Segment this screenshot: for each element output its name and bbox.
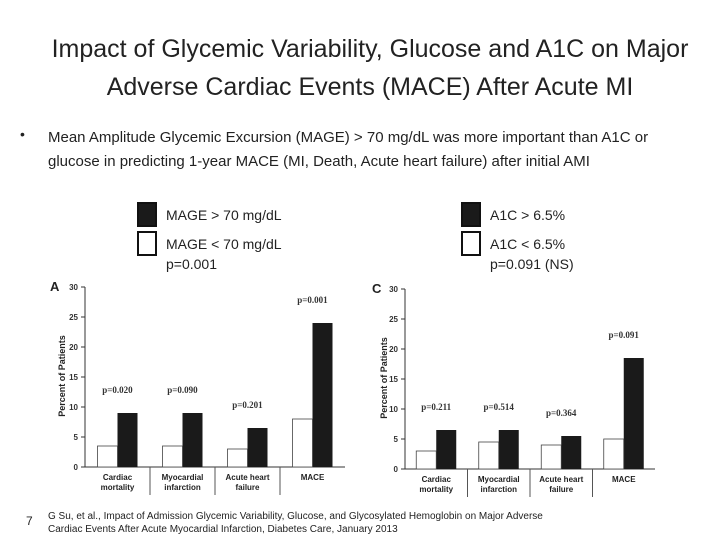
legend-label: MAGE > 70 mg/dL (166, 207, 282, 223)
bullet-marker: • (20, 126, 25, 142)
p-value-label: p=0.201 (232, 400, 263, 410)
p-value-label: p=0.514 (484, 402, 515, 412)
citation: G Su, et al., Impact of Admission Glycem… (48, 511, 543, 535)
legend-swatch (137, 231, 157, 256)
p-value-label: p=0.091 (609, 330, 640, 340)
bar (292, 418, 313, 468)
bar (227, 448, 248, 468)
p-value-label: p=0.001 (297, 295, 328, 305)
legend-label: A1C < 6.5% (490, 236, 566, 252)
y-tick-label: 0 (394, 465, 399, 474)
y-tick-label: 10 (69, 403, 78, 412)
legend-swatch (461, 202, 481, 227)
x-tick-label: MACE (300, 473, 325, 482)
bar (623, 358, 644, 469)
y-tick-label: 20 (69, 343, 78, 352)
bar (415, 450, 437, 470)
legend-label: A1C > 6.5% (490, 207, 566, 223)
x-tick-label: Acute heart failure (539, 475, 584, 494)
y-tick-label: 30 (389, 285, 398, 294)
p-value-label: p=0.020 (102, 385, 133, 395)
significance-label: p=0.091 (NS) (490, 256, 574, 272)
bar (540, 444, 562, 470)
bar (182, 413, 203, 467)
y-tick-label: 0 (74, 463, 79, 472)
legend-swatch (137, 202, 157, 227)
x-tick-label: Cardiac mortality (100, 473, 135, 492)
panel-label: A (50, 279, 60, 294)
y-tick-label: 15 (69, 373, 78, 382)
bar (97, 445, 118, 468)
bar (498, 430, 519, 469)
slide-title: Impact of Glycemic Variability, Glucose … (51, 35, 689, 101)
bar (162, 445, 183, 468)
p-value-label: p=0.090 (167, 385, 198, 395)
p-value-label: p=0.364 (546, 408, 577, 418)
x-tick-label: Myocardial infarction (161, 473, 204, 492)
x-tick-label: Acute heart failure (225, 473, 270, 492)
panel-label: C (372, 281, 382, 296)
page-number: 7 (26, 514, 33, 528)
x-tick-label: Cardiac mortality (419, 475, 454, 494)
y-tick-label: 5 (74, 433, 79, 442)
bar (561, 436, 582, 469)
bar (436, 430, 457, 469)
significance-label: p=0.001 (166, 256, 217, 272)
legend-swatch (461, 231, 481, 256)
bar (247, 428, 268, 467)
bullet-text: Mean Amplitude Glycemic Excursion (MAGE)… (48, 129, 649, 170)
x-tick-label: MACE (611, 475, 636, 484)
bar (117, 413, 138, 467)
bar (603, 438, 625, 470)
y-tick-label: 20 (389, 345, 398, 354)
bar (478, 441, 500, 470)
y-tick-label: 5 (394, 435, 399, 444)
y-tick-label: 15 (389, 375, 398, 384)
bar (312, 323, 333, 467)
p-value-label: p=0.211 (421, 402, 451, 412)
y-axis-label: Percent of Patients (57, 335, 67, 417)
y-tick-label: 25 (389, 315, 398, 324)
y-tick-label: 30 (69, 283, 78, 292)
x-tick-label: Myocardial infarction (477, 475, 520, 494)
y-axis-label: Percent of Patients (379, 337, 389, 419)
y-tick-label: 10 (389, 405, 398, 414)
legend-label: MAGE < 70 mg/dL (166, 236, 282, 252)
y-tick-label: 25 (69, 313, 78, 322)
